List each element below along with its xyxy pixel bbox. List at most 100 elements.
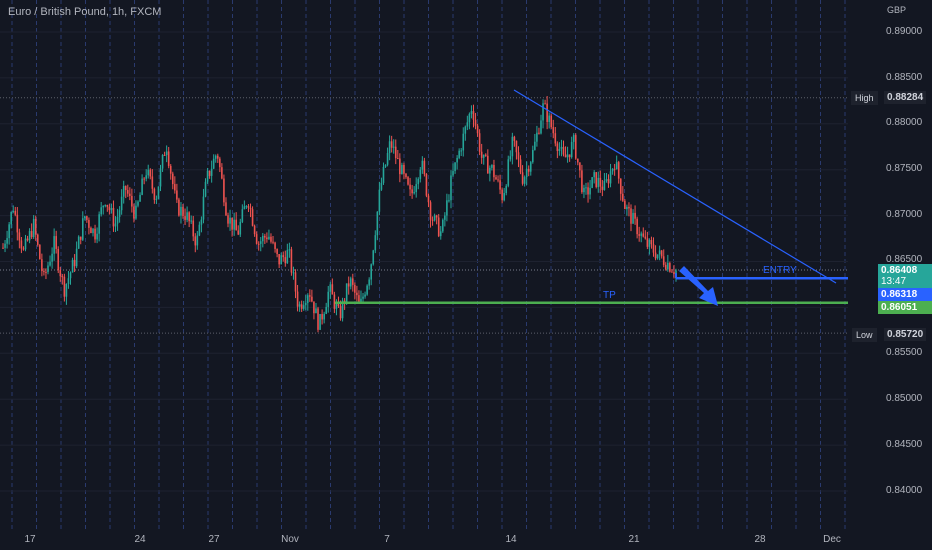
- candle-body: [654, 252, 657, 259]
- candle-body: [124, 185, 127, 191]
- candle-body: [169, 165, 172, 174]
- low-label: Low: [852, 328, 877, 342]
- candle-body: [593, 172, 595, 178]
- candle-body: [515, 140, 518, 153]
- candle-body: [347, 283, 350, 287]
- candle-body: [210, 168, 213, 176]
- candle-body: [664, 264, 667, 270]
- time-tick: 17: [24, 534, 36, 545]
- candle-body: [171, 173, 174, 185]
- current-price: 0.86408: [881, 265, 918, 276]
- candle-body: [264, 235, 266, 238]
- candle-body: [49, 261, 51, 266]
- candle-body: [98, 214, 100, 234]
- candle-body: [341, 300, 344, 319]
- candle-body: [243, 206, 246, 210]
- candle-body: [466, 122, 469, 127]
- candle-body: [161, 154, 164, 169]
- candle-body: [329, 284, 332, 292]
- candle-body: [88, 219, 90, 228]
- candle-body: [122, 185, 125, 197]
- candle-body: [673, 272, 675, 275]
- candle-body: [566, 154, 569, 158]
- candle-body: [345, 283, 348, 303]
- price-tick: 0.84000: [886, 485, 923, 496]
- candle-body: [30, 231, 33, 237]
- candle-body: [511, 136, 514, 157]
- candle-body: [190, 220, 192, 222]
- candle-body: [442, 219, 444, 232]
- candle-body: [527, 168, 530, 172]
- candle-body: [261, 235, 264, 242]
- candle-body: [12, 210, 15, 212]
- candle-body: [84, 216, 86, 219]
- candle-body: [513, 136, 516, 141]
- candle-body: [560, 146, 563, 149]
- candle-body: [421, 160, 424, 170]
- candle-body: [331, 284, 334, 295]
- candle-body: [356, 292, 358, 296]
- candle-body: [460, 150, 463, 152]
- candle-body: [556, 143, 559, 151]
- arrow-icon: [679, 266, 718, 306]
- candle-body: [640, 233, 643, 236]
- candle-body: [55, 236, 57, 249]
- candle-body: [497, 179, 499, 181]
- candle-body: [554, 133, 557, 144]
- candle-body: [458, 150, 460, 158]
- candle-body: [106, 204, 109, 207]
- candle-body: [61, 276, 64, 278]
- candle-body: [112, 207, 115, 227]
- candle-body: [619, 178, 622, 194]
- candle-body: [534, 141, 536, 150]
- candle-body: [32, 218, 35, 237]
- candle-body: [624, 200, 626, 210]
- candle-body: [650, 240, 653, 245]
- candle-body: [366, 285, 368, 295]
- candle-body: [585, 187, 587, 189]
- price-tick: 0.89000: [886, 26, 923, 37]
- candle-body: [272, 241, 274, 243]
- candle-body: [630, 208, 632, 224]
- candle-body: [6, 238, 8, 244]
- candle-body: [503, 193, 505, 201]
- candle-body: [464, 126, 467, 134]
- candle-body: [131, 195, 133, 207]
- candle-body: [313, 301, 315, 314]
- time-tick: 21: [628, 534, 640, 545]
- candle-body: [192, 220, 195, 237]
- candle-body: [45, 271, 47, 273]
- high-value: 0.88284: [884, 91, 927, 104]
- candle-body: [628, 206, 630, 209]
- candle-body: [24, 238, 27, 250]
- candle-body: [151, 176, 154, 189]
- candle-body: [292, 272, 295, 274]
- candle-body: [572, 135, 575, 142]
- high-label: High: [851, 91, 878, 105]
- chart-title: Euro / British Pound, 1h, FXCM: [8, 6, 162, 18]
- candle-body: [405, 173, 407, 178]
- candle-body: [638, 234, 640, 236]
- candle-body: [380, 182, 383, 190]
- candle-body: [583, 187, 585, 193]
- price-tick: 0.88500: [886, 72, 923, 83]
- candle-body: [667, 262, 669, 270]
- candle-body: [517, 152, 520, 160]
- candle-body: [617, 162, 620, 179]
- candle-body: [632, 212, 634, 224]
- candle-body: [110, 207, 113, 211]
- candle-body: [39, 244, 41, 260]
- candle-body: [450, 175, 452, 201]
- candle-body: [390, 141, 393, 148]
- candle-body: [607, 179, 610, 184]
- candle-body: [221, 167, 223, 179]
- candle-body: [233, 219, 235, 230]
- entry-price-tag: 0.86318: [878, 288, 932, 301]
- candle-body: [548, 115, 550, 122]
- time-tick: Dec: [823, 534, 841, 545]
- candle-body: [462, 133, 465, 151]
- candle-body: [333, 294, 336, 309]
- candle-body: [648, 240, 651, 247]
- candle-body: [550, 115, 553, 128]
